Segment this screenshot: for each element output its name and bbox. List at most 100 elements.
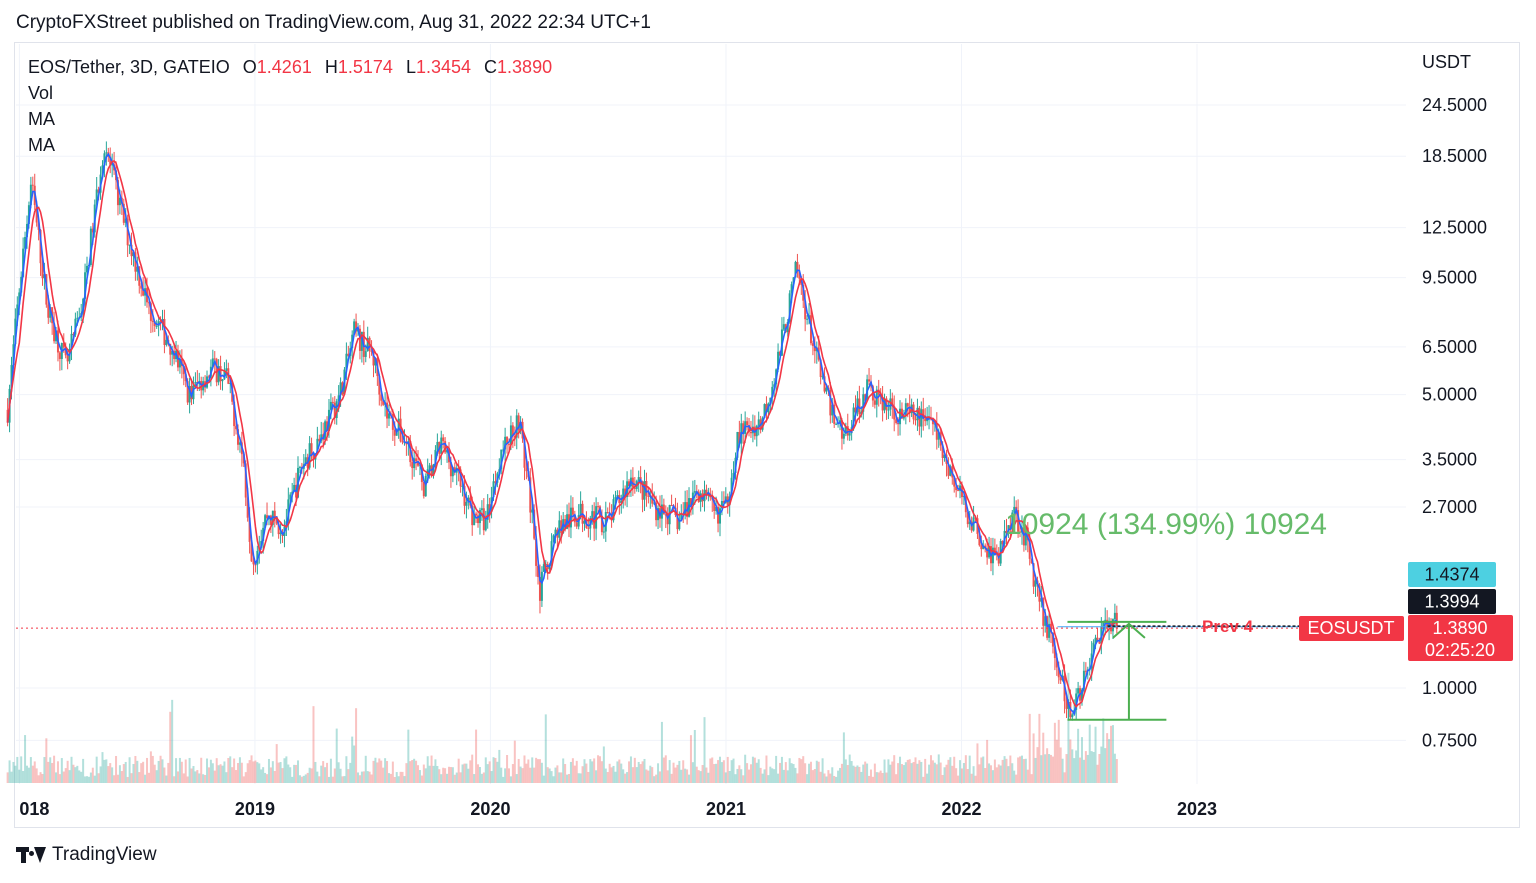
candle-body <box>1059 677 1062 681</box>
volume-bar <box>324 767 327 783</box>
candle-body <box>763 404 766 418</box>
candle-body <box>310 443 313 456</box>
volume-bar <box>409 761 412 783</box>
volume-bar <box>231 767 234 783</box>
volume-bar <box>343 776 346 783</box>
volume-bar <box>618 759 621 783</box>
candle-body <box>252 561 255 565</box>
candle-body <box>591 511 594 518</box>
volume-bar <box>707 772 710 783</box>
candle-body <box>666 515 669 525</box>
volume-bar <box>27 767 30 783</box>
indicator-vol[interactable]: Vol <box>28 83 54 103</box>
indicator-ma-2[interactable]: MA <box>28 135 55 155</box>
candle-body <box>738 431 741 444</box>
candle-body <box>908 406 911 414</box>
footer-brand[interactable]: TradingView <box>16 844 157 866</box>
volume-bar <box>856 765 859 783</box>
candle-body <box>749 432 752 434</box>
candle-body <box>809 315 812 344</box>
volume-bar <box>751 756 754 783</box>
volume-bar <box>66 760 69 783</box>
volume-bar <box>86 776 89 783</box>
candle-body <box>1005 530 1008 533</box>
publish-info-text: CryptoFXStreet published on TradingView.… <box>16 12 651 33</box>
volume-bar <box>558 772 561 783</box>
volume-bar <box>827 770 830 783</box>
symbol-label[interactable]: EOS/Tether, 3D, GATEIO <box>28 57 230 77</box>
volume-bar <box>45 738 48 783</box>
candle-body <box>718 508 721 524</box>
volume-bar <box>773 769 776 783</box>
candle-body <box>881 397 884 411</box>
candle-body <box>504 436 507 450</box>
candle-body <box>1022 527 1025 546</box>
volume-bar <box>287 764 290 783</box>
candle-body <box>819 359 822 377</box>
volume-bar <box>660 721 663 783</box>
candle-body <box>1082 670 1085 690</box>
volume-bar <box>726 756 729 783</box>
volume-bar <box>686 769 689 783</box>
volume-bar <box>295 764 298 783</box>
candle-body <box>488 504 491 512</box>
volume-bar <box>740 769 743 783</box>
volume-bar <box>571 758 574 783</box>
volume-bar <box>219 764 222 783</box>
volume-bar <box>1022 759 1025 783</box>
candle-body <box>393 429 396 436</box>
volume-bar <box>568 773 571 783</box>
volume-bar <box>806 774 809 783</box>
candle-body <box>10 364 13 389</box>
volume-bar <box>755 762 758 783</box>
volume-bar <box>233 758 236 783</box>
candle-body <box>761 417 764 430</box>
volume-bar <box>355 708 358 783</box>
candle-body <box>29 184 32 206</box>
volume-bar <box>813 769 816 783</box>
volume-bar <box>628 761 631 783</box>
candle-body <box>163 318 166 345</box>
volume-bar <box>266 774 269 783</box>
volume-bar <box>672 762 675 783</box>
indicator-ma-1[interactable]: MA <box>28 109 55 129</box>
volume-bar <box>136 760 139 783</box>
candle-body <box>893 406 896 420</box>
candle-body <box>55 330 58 342</box>
volume-bar <box>761 773 764 783</box>
candle-body <box>467 497 470 502</box>
volume-bar <box>229 756 232 783</box>
candle-body <box>387 413 390 419</box>
measure-arrow-icon <box>1112 622 1146 639</box>
candle-body <box>372 351 375 366</box>
candle-body <box>335 401 338 419</box>
candle-body <box>287 499 290 522</box>
volume-bar <box>790 763 793 783</box>
candle-body <box>794 261 797 278</box>
volume-bar <box>647 770 650 783</box>
chart-frame[interactable] <box>14 42 1520 828</box>
volume-bar <box>560 772 563 783</box>
candle-body <box>854 407 857 413</box>
candle-body <box>931 419 934 425</box>
candle-body <box>461 485 464 487</box>
candle-body <box>18 292 21 305</box>
x-tick-label: 2020 <box>470 799 510 819</box>
volume-bar <box>666 770 669 783</box>
volume-bar <box>978 764 981 783</box>
volume-bar <box>93 775 96 783</box>
volume-bar <box>178 757 181 783</box>
volume-bar <box>968 755 971 783</box>
candle-body <box>465 501 468 506</box>
volume-bar <box>897 763 900 783</box>
candle-body <box>935 423 938 440</box>
volume-bar <box>271 761 274 783</box>
volume-bar <box>362 771 365 783</box>
volume-bar <box>25 765 28 783</box>
candle-body <box>554 529 557 536</box>
candle-body <box>1024 527 1027 546</box>
candle-body <box>519 421 522 431</box>
volume-bar <box>289 767 292 783</box>
volume-bar <box>616 761 619 783</box>
